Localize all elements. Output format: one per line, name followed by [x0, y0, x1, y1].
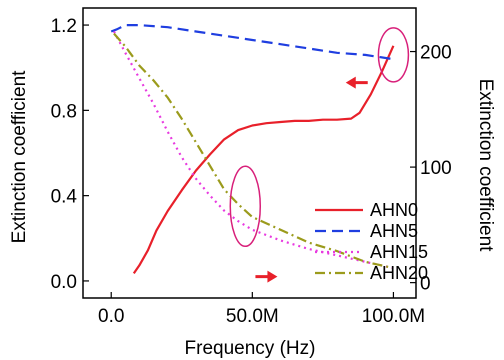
annotation-layer — [229, 27, 410, 283]
annotation-ellipse — [229, 165, 262, 248]
x-ticks: 0.0 50.0M 100.0M — [98, 292, 425, 327]
series-layer — [110, 24, 395, 275]
legend-label-ahn0: AHN0 — [370, 200, 418, 220]
x-tick-label: 100.0M — [362, 306, 425, 327]
y-right-ticks: 0 100 200 — [410, 43, 452, 295]
annotation-arrow-head — [345, 76, 356, 89]
legend-label-ahn5: AHN5 — [370, 221, 418, 241]
series-line-ahn5 — [110, 24, 394, 61]
y-right-tick-label: 0 — [420, 274, 431, 295]
y-left-tick-label: 1.2 — [51, 16, 77, 37]
x-tick-label: 0.0 — [98, 306, 124, 327]
annotation-ellipse — [377, 27, 410, 83]
y-left-tick-label: 0.0 — [51, 272, 77, 293]
x-axis-label: Frequency (Hz) — [185, 338, 316, 359]
y-right-tick-label: 100 — [420, 158, 452, 179]
y-right-tick-label: 200 — [420, 43, 452, 64]
series-line-ahn0 — [132, 45, 395, 275]
x-tick-label: 50.0M — [226, 306, 279, 327]
legend-label-ahn20: AHN20 — [370, 263, 428, 283]
plot-frame — [82, 7, 417, 299]
y-left-ticks: 0.0 0.4 0.8 1.2 — [51, 16, 89, 293]
y-right-axis-label: Extinction coefficient — [475, 79, 496, 253]
y-left-axis-label: Extinction coefficient — [9, 70, 30, 244]
y-left-tick-label: 0.4 — [51, 187, 78, 208]
series-line-ahn20 — [113, 32, 394, 270]
y-left-tick-label: 0.8 — [51, 101, 77, 122]
annotation-arrow-head — [267, 270, 278, 283]
legend-label-ahn15: AHN15 — [370, 242, 428, 262]
